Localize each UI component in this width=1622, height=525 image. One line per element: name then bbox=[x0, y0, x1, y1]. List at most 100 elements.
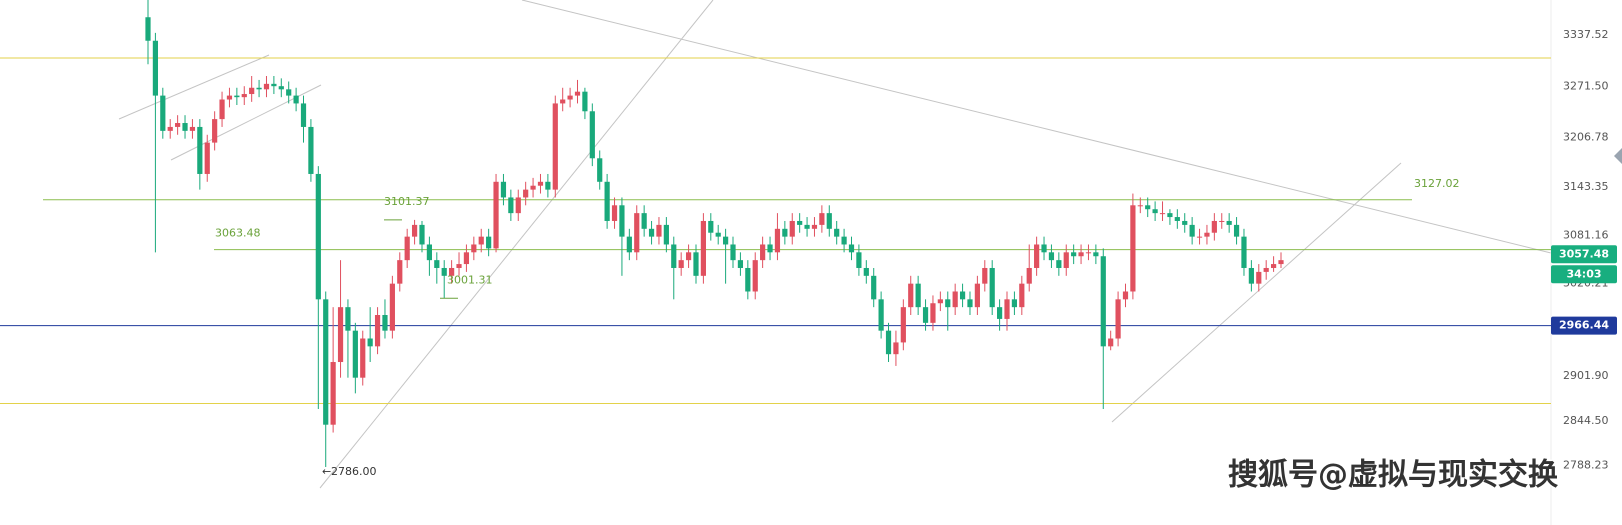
candle-body bbox=[1034, 244, 1040, 268]
candle-body bbox=[1167, 213, 1173, 218]
candle-body bbox=[500, 181, 507, 198]
candle-body bbox=[922, 307, 929, 323]
candle-body bbox=[634, 213, 640, 253]
candle-body bbox=[234, 95, 240, 98]
candle-body bbox=[1248, 267, 1254, 284]
candle-body bbox=[804, 224, 810, 229]
candle-body bbox=[367, 338, 373, 347]
y-tick-label: 3206.78 bbox=[1563, 130, 1609, 143]
candle-body bbox=[1004, 299, 1010, 319]
candle-body bbox=[160, 95, 166, 131]
candle-body bbox=[967, 299, 973, 308]
candle-body bbox=[486, 236, 492, 249]
candle-body bbox=[197, 126, 203, 174]
candle-body bbox=[819, 213, 825, 225]
candle-body bbox=[404, 236, 410, 261]
candle-body bbox=[1278, 260, 1284, 265]
candle-body bbox=[560, 99, 566, 104]
countdown: 34:03 bbox=[1566, 267, 1601, 280]
candle-body bbox=[1182, 220, 1188, 225]
trend-line bbox=[118, 54, 270, 120]
candle-body bbox=[885, 330, 892, 355]
candle-body bbox=[1019, 283, 1025, 308]
candle-body bbox=[389, 283, 395, 331]
candle-body bbox=[1211, 220, 1217, 233]
candle-body bbox=[374, 315, 381, 347]
candle-body bbox=[641, 213, 647, 229]
candle-body bbox=[871, 275, 877, 300]
candle-body bbox=[1115, 299, 1121, 339]
candle-body bbox=[426, 244, 432, 261]
candle-body bbox=[1122, 291, 1129, 300]
candle-body bbox=[619, 205, 625, 237]
candle-body bbox=[323, 299, 329, 425]
candle-body bbox=[567, 95, 573, 100]
candle-body bbox=[708, 220, 714, 233]
y-tick-label: 3143.35 bbox=[1563, 180, 1609, 193]
candle-body bbox=[397, 260, 403, 284]
candle-body bbox=[278, 86, 284, 90]
candle-body bbox=[997, 307, 1003, 319]
candle-body bbox=[167, 126, 173, 131]
candle-body bbox=[434, 260, 440, 268]
candle-body bbox=[1063, 252, 1069, 268]
y-tick-label: 2844.50 bbox=[1563, 414, 1609, 427]
candle-body bbox=[723, 236, 729, 245]
candle-body bbox=[463, 252, 470, 265]
candle-body bbox=[182, 123, 188, 131]
candle-body bbox=[286, 89, 292, 96]
candle-body bbox=[1189, 224, 1195, 237]
candle-body bbox=[449, 267, 455, 276]
candle-body bbox=[1137, 205, 1143, 207]
candle-body bbox=[671, 244, 677, 268]
candle-body bbox=[863, 267, 869, 276]
countdown-bg bbox=[1551, 265, 1617, 284]
candle-body bbox=[471, 244, 477, 253]
candle-body bbox=[1011, 299, 1018, 308]
candle-body bbox=[530, 185, 536, 190]
candle-body bbox=[493, 181, 499, 249]
marker-arrow: ← bbox=[322, 465, 331, 478]
candle-body bbox=[456, 264, 462, 268]
candle-body bbox=[752, 260, 758, 292]
candle-body bbox=[1093, 252, 1099, 257]
candle-body bbox=[1100, 256, 1106, 347]
candle-body bbox=[523, 189, 529, 198]
candle-body bbox=[915, 283, 921, 308]
candle-body bbox=[989, 267, 995, 308]
candle-body bbox=[263, 83, 270, 90]
candle-body bbox=[589, 111, 595, 159]
candle-body bbox=[508, 197, 514, 214]
candle-body bbox=[656, 224, 662, 237]
marker-label: 3001.31 bbox=[447, 273, 493, 286]
axis-tab bbox=[1614, 148, 1622, 164]
candle-body bbox=[626, 236, 632, 253]
y-tick-label: 3337.52 bbox=[1563, 28, 1609, 41]
candle-body bbox=[789, 220, 795, 237]
candle-body bbox=[241, 94, 247, 98]
y-tick-label: 2788.23 bbox=[1563, 458, 1609, 471]
candle-body bbox=[1270, 264, 1277, 268]
candle-body bbox=[760, 244, 766, 261]
candle-body bbox=[300, 103, 307, 127]
candle-body bbox=[256, 87, 262, 90]
watermark: 搜狐号@虚拟与现实交换 bbox=[1228, 458, 1559, 493]
candle-body bbox=[693, 252, 699, 276]
candle-body bbox=[841, 236, 847, 245]
candle-body bbox=[419, 224, 425, 245]
candle-body bbox=[219, 99, 225, 120]
candle-body bbox=[1108, 338, 1114, 347]
level-tag-bg bbox=[1551, 316, 1617, 335]
candle-body bbox=[271, 83, 277, 87]
candle-body bbox=[574, 91, 581, 96]
candle-body bbox=[811, 224, 818, 229]
level-tag: 2966.44 bbox=[1559, 319, 1609, 332]
candle-body bbox=[826, 213, 832, 229]
candle-body bbox=[1152, 209, 1158, 214]
candle-body bbox=[352, 330, 358, 378]
candle-body bbox=[330, 362, 336, 425]
candle-body bbox=[611, 205, 618, 221]
candle-body bbox=[737, 260, 744, 268]
candle-body bbox=[189, 126, 196, 131]
